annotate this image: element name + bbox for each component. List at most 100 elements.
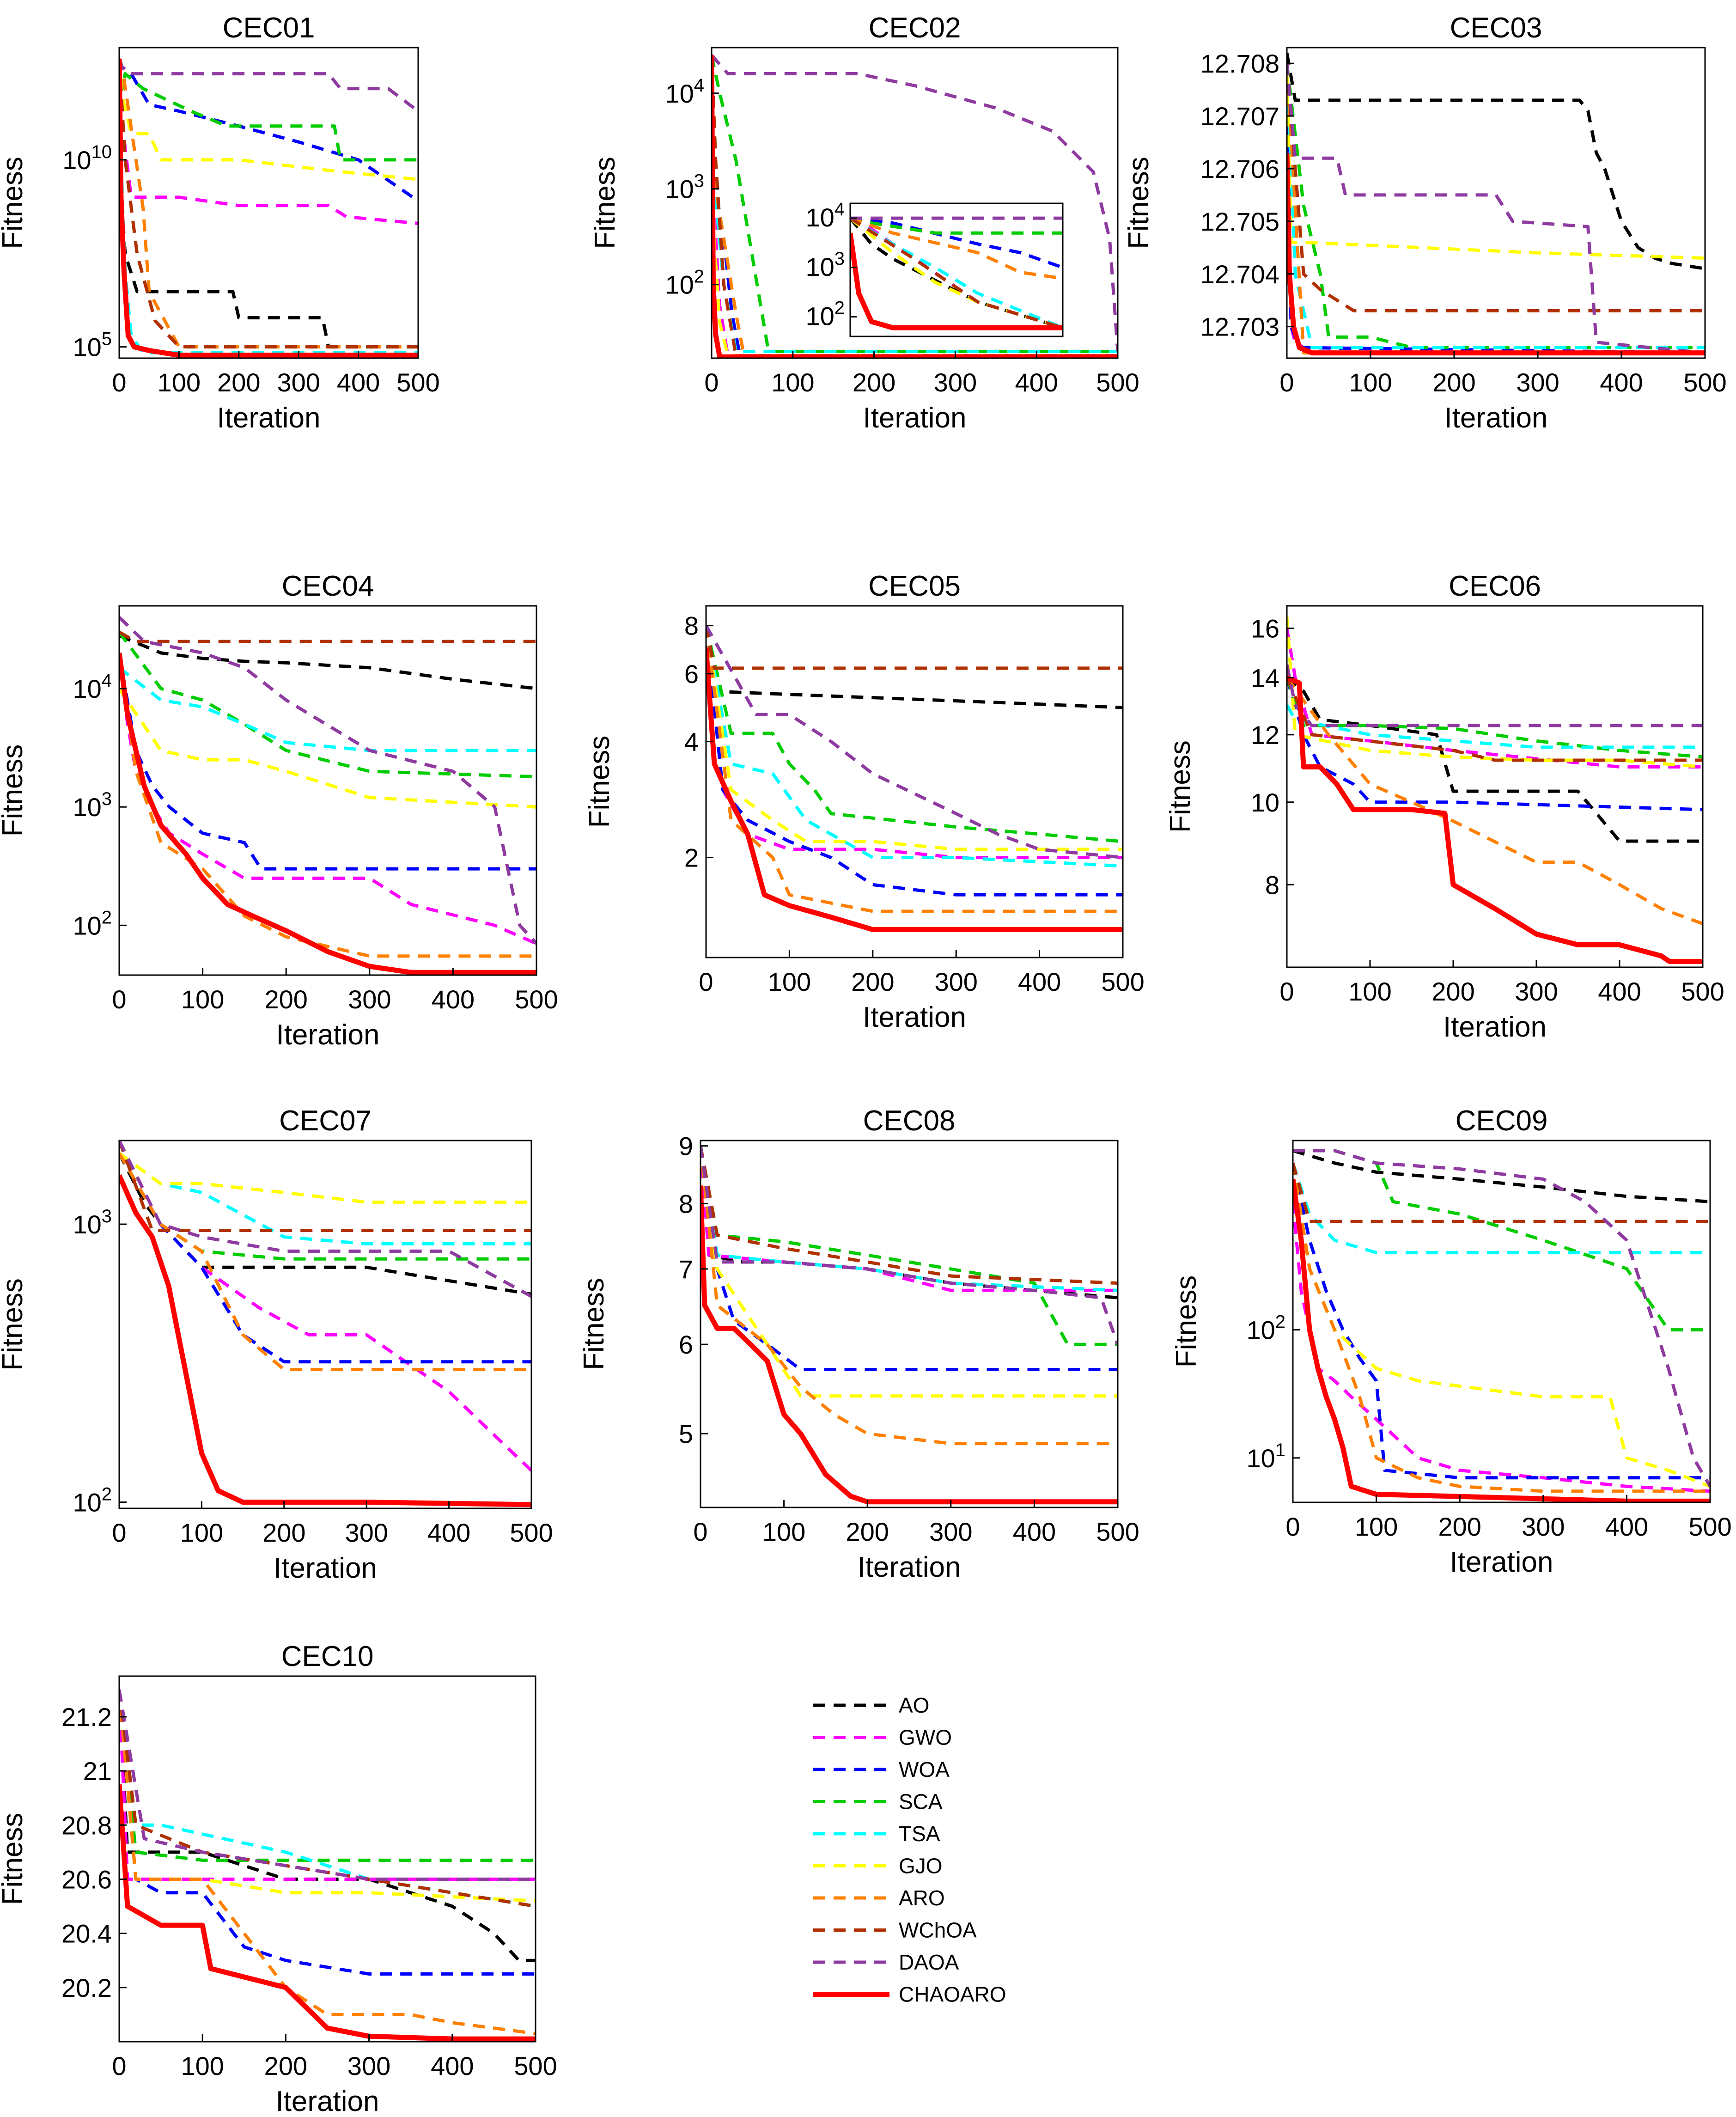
panel-cec06-xtick-label: 100 <box>1348 977 1391 1006</box>
panel-cec01-xtick-label: 100 <box>158 368 201 397</box>
panel-cec08-series-aro <box>700 1146 1118 1446</box>
legend-label-ao: AO <box>899 1693 929 1717</box>
panel-cec06-xtick-label: 0 <box>1279 977 1294 1006</box>
chart-panel-cec04: 0 100 200 300 400 500 102 103 104 CEC04 Iteration F… <box>0 570 558 1051</box>
panel-cec01-ytick-label: 105 <box>73 329 112 362</box>
legend-label-chaoaro: CHAOARO <box>899 1983 1006 2007</box>
panel-cec09-xtick-label: 300 <box>1522 1512 1565 1541</box>
panel-cec03-ytick-label: 12.705 <box>1200 207 1279 236</box>
panel-cec06-xtick-label: 200 <box>1431 977 1474 1006</box>
panel-cec03-ytick-label: 12.706 <box>1200 154 1279 183</box>
panel-cec07-ytick-label: 103 <box>73 1206 112 1239</box>
panel-cec03-series-chaoaro <box>1287 153 1705 356</box>
panel-cec10-series-chaoaro <box>119 1784 536 2042</box>
inset-cec02: 102 103 104 <box>805 199 1064 337</box>
panel-cec09-series-gjo <box>1293 1163 1710 1488</box>
panel-cec04-series-sca <box>119 631 536 779</box>
panel-cec05-series-daoa <box>706 624 1123 860</box>
panel-cec09-xtick-label: 500 <box>1688 1512 1731 1541</box>
panel-cec03-series-daoa <box>1287 63 1705 355</box>
chart-panel-cec02: 0 100 200 300 400 500 102 103 104 CEC02 Iteration F… <box>589 12 1139 434</box>
panel-cec04-xlabel: Iteration <box>276 1019 379 1051</box>
panel-cec09-series-wchoa <box>1293 1162 1710 1223</box>
panel-cec02-xtick-label: 500 <box>1096 368 1139 397</box>
panel-cec04-ytick-label: 102 <box>73 907 112 940</box>
panel-cec09-xtick-label: 200 <box>1438 1512 1481 1541</box>
panel-cec06-series-gwo <box>1287 628 1703 769</box>
panel-cec05-xtick-label: 500 <box>1101 967 1144 996</box>
panel-cec08-ytick-label: 7 <box>679 1255 693 1284</box>
panel-cec04-xtick-label: 0 <box>112 985 126 1014</box>
panel-cec06-ytick-label: 12 <box>1251 720 1279 750</box>
panel-cec08-series-wchoa <box>700 1146 1118 1285</box>
inset-cec02-series-sca <box>850 216 1063 235</box>
panel-cec08-xtick-label: 300 <box>929 1517 972 1546</box>
chart-panel-cec03: 0 100 200 300 400 500 12.703 12.704 12.705 12.706… <box>1123 12 1727 434</box>
panel-cec05-ytick-label: 8 <box>684 611 699 641</box>
panel-cec02-ytick-label: 104 <box>665 75 704 108</box>
panel-cec07-ylabel: Fitness <box>0 1278 29 1371</box>
inset-cec02-ytick-label: 104 <box>805 199 845 232</box>
panel-cec05-xtick-label: 100 <box>768 967 811 996</box>
panel-cec05-plot-area <box>706 606 1123 958</box>
panel-cec05-xlabel: Iteration <box>863 1001 966 1033</box>
panel-cec04-xtick-label: 500 <box>515 985 558 1014</box>
panel-cec07-xtick-label: 500 <box>510 1518 553 1547</box>
panel-cec03-series-ao <box>1287 52 1705 270</box>
panel-cec06-series-woa <box>1287 677 1703 811</box>
panel-cec07-title: CEC07 <box>279 1105 372 1137</box>
panel-cec03-xtick-label: 100 <box>1349 368 1392 397</box>
panel-cec02-xtick-label: 100 <box>771 368 814 397</box>
panel-cec07-xtick-label: 300 <box>345 1518 388 1547</box>
panel-cec05-xtick-label: 300 <box>934 967 977 996</box>
panel-cec09-xtick-label: 100 <box>1355 1512 1398 1541</box>
panel-cec02-xtick-label: 200 <box>853 368 895 397</box>
panel-cec04-title: CEC04 <box>282 570 374 602</box>
panel-cec07-plot-area <box>119 1141 531 1508</box>
panel-cec10-xtick-label: 400 <box>431 2051 474 2080</box>
panel-cec06-series-aro <box>1287 677 1703 925</box>
panel-cec07-xtick-label: 400 <box>427 1518 470 1547</box>
legend-label-gwo: GWO <box>899 1726 952 1750</box>
inset-cec02-series-woa <box>850 216 1063 269</box>
inset-cec02-ytick-label: 102 <box>805 298 845 331</box>
panel-cec08-xtick-label: 500 <box>1096 1517 1139 1546</box>
panel-cec05-series-chaoaro <box>706 647 1123 932</box>
panel-cec09-xlabel: Iteration <box>1450 1546 1553 1578</box>
panel-cec03-xlabel: Iteration <box>1444 402 1547 434</box>
panel-cec08-ylabel: Fitness <box>578 1278 610 1370</box>
panel-cec01-xtick-label: 400 <box>337 368 380 397</box>
chart-panel-cec01: 0 100 200 300 400 500 105 1010 CEC01 Iteration Fit… <box>0 12 440 434</box>
panel-cec03-ytick-label: 12.707 <box>1200 102 1279 131</box>
legend: AO GWO WOA SCA TSA GJO ARO WChOA DAOA CHAOARO <box>813 1693 1006 2007</box>
panel-cec08-series-chaoaro <box>700 1185 1118 1505</box>
panel-cec08-ytick-label: 5 <box>679 1419 693 1448</box>
panel-cec04-xtick-label: 300 <box>348 985 391 1014</box>
panel-cec08-xtick-label: 100 <box>762 1517 805 1546</box>
panel-cec06-plot-area <box>1287 606 1703 967</box>
panel-cec08-xtick-label: 0 <box>693 1517 707 1546</box>
panel-cec03-ytick-label: 12.708 <box>1200 49 1279 78</box>
panel-cec07-xtick-label: 200 <box>262 1518 305 1547</box>
panel-cec04-plot-area <box>119 606 536 975</box>
panel-cec05-ylabel: Fitness <box>584 736 615 828</box>
panel-cec05-ytick-label: 2 <box>684 843 699 872</box>
panel-cec10-xtick-label: 0 <box>112 2051 126 2080</box>
panel-cec10-ytick-label: 20.6 <box>61 1865 112 1894</box>
panel-cec10-ytick-label: 20.8 <box>61 1811 112 1840</box>
panel-cec06-axes-frame <box>1286 605 1704 968</box>
panel-cec09-xtick-label: 0 <box>1285 1512 1300 1541</box>
panel-cec01-series-gjo <box>119 59 418 181</box>
panel-cec04-xtick-label: 100 <box>181 985 224 1014</box>
inset-cec02-plot-area <box>850 203 1063 336</box>
panel-cec08-xtick-label: 400 <box>1013 1517 1056 1546</box>
panel-cec05-axes-frame <box>705 605 1124 958</box>
panel-cec07-ytick-label: 102 <box>73 1484 112 1517</box>
panel-cec02-xtick-label: 400 <box>1015 368 1058 397</box>
panel-cec07-xtick-label: 0 <box>112 1518 126 1547</box>
panel-cec06-xlabel: Iteration <box>1443 1011 1547 1043</box>
panel-cec01-xtick-label: 0 <box>112 368 126 397</box>
panel-cec03-xtick-label: 0 <box>1279 368 1294 397</box>
panel-cec09-xtick-label: 400 <box>1605 1512 1648 1541</box>
